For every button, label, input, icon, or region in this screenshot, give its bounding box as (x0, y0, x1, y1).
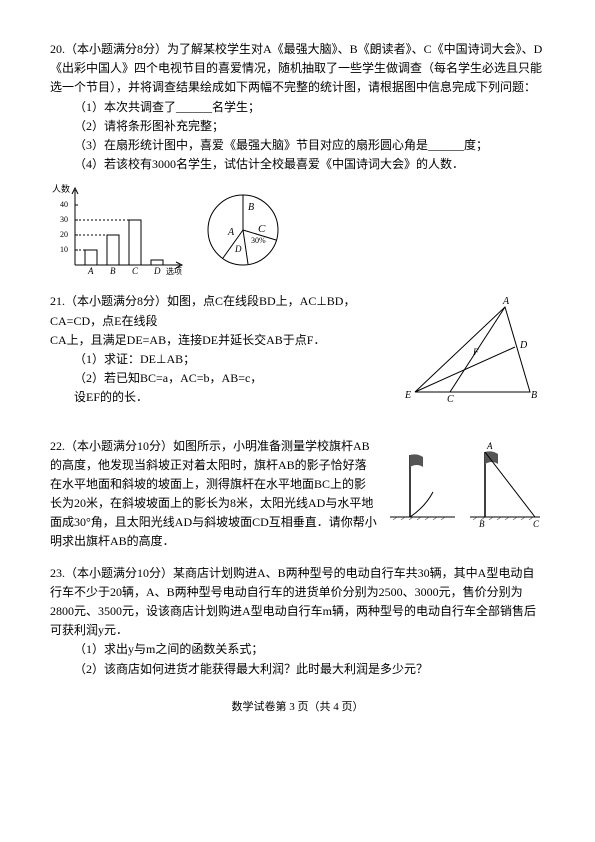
svg-text:B: B (110, 266, 116, 276)
svg-text:F: F (472, 347, 479, 357)
problem-20-q3: （3）在扇形统计图中，喜爱《最强大脑》节目对应的扇形圆心角是______度； (74, 136, 545, 155)
svg-text:C: C (447, 394, 454, 405)
problem-20-q4: （4）若该校有3000名学生，试估计全校最喜爱《中国诗词大会》的人数． (74, 155, 545, 174)
problem-20-q1: （1）本次共调查了______名学生； (74, 98, 545, 117)
pie-c-percent: 30% (251, 236, 266, 245)
svg-text:E: E (404, 390, 411, 401)
problem-22-figure: A B C (385, 437, 545, 538)
problem-22: A B C 22.（本小题满分10分）如图所示，小明准备测量学校旗杆AB的高度，… (50, 437, 545, 552)
page-number: 数学试卷第 3 页（共 4 页） (50, 699, 545, 717)
problem-20-intro: 20.（本小题满分8分）为了解某校学生对A《最强大脑》、B《朗读者》、C《中国诗… (50, 40, 545, 98)
problem-20-charts: 人数 10 20 30 40 A B C D 选项 (50, 180, 545, 280)
svg-text:A: A (486, 441, 493, 451)
svg-text:30: 30 (60, 215, 68, 224)
svg-text:A: A (87, 266, 94, 276)
bar-chart: 人数 10 20 30 40 A B C D 选项 (50, 180, 190, 280)
svg-text:B: B (531, 390, 537, 401)
problem-23-intro: 23.（本小题满分10分）某商店计划购进A、B两种型号的电动自行车共30辆，其中… (50, 564, 545, 641)
svg-text:C: C (258, 223, 266, 235)
problem-20-q2: （2）请将条形图补充完整； (74, 117, 545, 136)
svg-text:C: C (132, 266, 139, 276)
problem-23-q2: （2）该商店如何进货才能获得最大利润？此时最大利润是多少元？ (74, 660, 545, 679)
bar-ylabel: 人数 (52, 183, 70, 194)
svg-text:A: A (502, 296, 510, 307)
svg-text:20: 20 (60, 230, 68, 239)
problem-23-q1: （1）求出y与m之间的函数关系式； (74, 640, 545, 659)
svg-text:D: D (519, 340, 528, 351)
problem-21-figure: A B C D E F (395, 292, 545, 418)
svg-text:C: C (533, 519, 540, 529)
problem-20: 20.（本小题满分8分）为了解某校学生对A《最强大脑》、B《朗读者》、C《中国诗… (50, 40, 545, 280)
svg-text:B: B (479, 519, 485, 529)
svg-text:B: B (248, 202, 254, 213)
problem-21: A B C D E F 21.（本小题满分8分）如图，点C在线段BD上，AC⊥B… (50, 292, 545, 424)
problem-23: 23.（本小题满分10分）某商店计划购进A、B两种型号的电动自行车共30辆，其中… (50, 564, 545, 679)
svg-text:40: 40 (60, 200, 68, 209)
svg-text:A: A (227, 227, 235, 238)
svg-text:10: 10 (60, 245, 68, 254)
svg-text:D: D (234, 244, 242, 254)
svg-text:D: D (153, 266, 161, 276)
bar-xlabel: 选项 (166, 266, 182, 276)
pie-chart: B A C D 30% (193, 180, 293, 280)
